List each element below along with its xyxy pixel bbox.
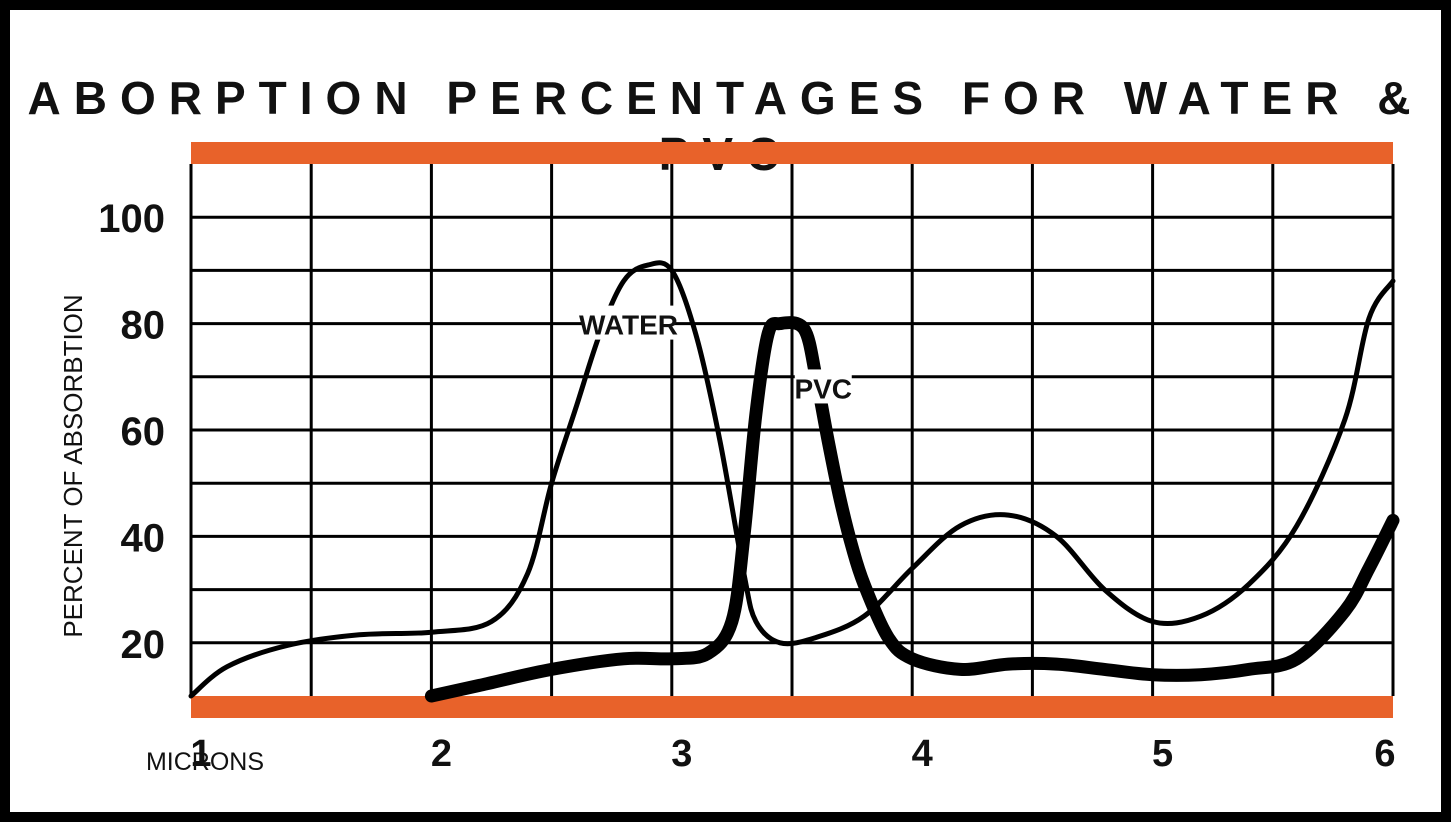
y-axis-label: PERCENT OF ABSORBTION: [58, 294, 88, 637]
x-tick-label: 3: [671, 733, 692, 775]
x-axis-label: MICRONS: [146, 748, 264, 776]
series-line-water: [188, 260, 1396, 699]
x-tick-label: 2: [431, 733, 452, 775]
y-tick-label: 100: [98, 197, 165, 241]
bottom-band: [191, 696, 1393, 718]
x-tick-label: 5: [1152, 733, 1173, 775]
y-tick-label: 60: [121, 410, 166, 454]
annotation-background: [794, 369, 852, 404]
series-layer: [188, 260, 1400, 703]
top-band: [191, 142, 1393, 164]
annotation-background: [583, 305, 675, 340]
x-tick-label: 6: [1374, 733, 1395, 775]
band-layer: [191, 142, 1393, 718]
annotation-label: WATER: [579, 310, 678, 341]
y-tick-label: 20: [121, 623, 166, 667]
y-tick-label: 80: [121, 304, 166, 348]
chart-title: ABORPTION PERCENTAGES FOR WATER & PVC: [27, 72, 1424, 180]
series-line-pvc: [424, 316, 1400, 703]
annotation-layer: WATER PVC: [579, 305, 852, 404]
grid-layer: [189, 164, 1395, 696]
y-tick-label: 40: [121, 516, 166, 560]
tick-layer: 20 40 60 80 100 1 2 3 4 5 6: [98, 197, 1395, 775]
x-tick-label: 4: [912, 733, 933, 775]
annotation-label: PVC: [794, 373, 852, 404]
x-tick-label: 1: [190, 733, 211, 775]
